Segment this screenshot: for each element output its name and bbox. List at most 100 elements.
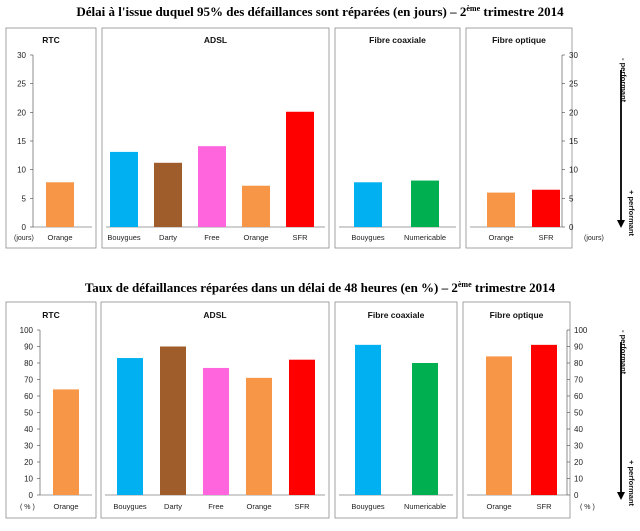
category-label-numericable: Numericable (404, 502, 446, 511)
category-label-orange: Orange (488, 233, 513, 242)
y-tick-label-left: 0 (29, 491, 34, 500)
y-tick-label-right: 30 (569, 51, 578, 60)
panel-title-adsl: ADSL (203, 310, 226, 320)
category-label-orange: Orange (243, 233, 268, 242)
unit-label-left: (jours) (14, 235, 34, 242)
y-tick-label-left: 40 (24, 425, 33, 434)
chart-title-tail: trimestre 2014 (480, 4, 564, 19)
y-tick-label-right: 70 (574, 376, 583, 385)
unit-label-right: (jours) (584, 235, 604, 242)
performance-label-less: - performant (619, 58, 628, 103)
bar-fibre-coaxiale-bouygues (354, 182, 382, 227)
bar-adsl-sfr (289, 359, 315, 495)
chart-title: Délai à l'issue duquel 95% des défaillan… (76, 4, 564, 19)
panel-title-fibre-optique: Fibre optique (492, 35, 546, 45)
y-tick-label-right: 0 (574, 491, 579, 500)
category-label-darty: Darty (164, 502, 182, 511)
y-tick-label-right: 80 (574, 359, 583, 368)
y-tick-label-left: 50 (24, 409, 33, 418)
category-label-free: Free (208, 502, 223, 511)
category-label-orange: Orange (47, 233, 72, 242)
category-label-bouygues: Bouygues (351, 502, 385, 511)
bar-fibre-coaxiale-bouygues (355, 344, 381, 495)
y-tick-label-left: 90 (24, 343, 33, 352)
y-tick-label-left: 10 (24, 475, 33, 484)
panel-title-rtc: RTC (42, 35, 59, 45)
panel-title-fibre-coaxiale: Fibre coaxiale (369, 35, 426, 45)
category-label-orange: Orange (246, 502, 271, 511)
bar-fibre-optique-orange (487, 192, 515, 227)
bar-rtc-orange (46, 182, 74, 227)
category-label-bouygues: Bouygues (113, 502, 147, 511)
y-tick-label-left: 15 (17, 137, 26, 146)
performance-arrow-head-icon (617, 492, 625, 500)
y-tick-label-right: 30 (574, 442, 583, 451)
category-label-numericable: Numericable (404, 233, 446, 242)
y-tick-label-left: 25 (17, 80, 26, 89)
y-tick-label-right: 25 (569, 80, 578, 89)
y-tick-label-right: 20 (569, 108, 578, 117)
chart-title-tail: trimestre 2014 (472, 280, 556, 295)
chart-title: Taux de défaillances réparées dans un dé… (85, 280, 556, 295)
category-label-sfr: SFR (293, 233, 309, 242)
bar-fibre-coaxiale-numericable (411, 180, 439, 227)
category-label-bouygues: Bouygues (351, 233, 385, 242)
y-tick-label-right: 10 (569, 166, 578, 175)
bar-adsl-sfr (286, 111, 314, 227)
chart-repair-rate-48h: Taux de défaillances réparées dans un dé… (5, 280, 636, 519)
y-tick-label-left: 30 (17, 51, 26, 60)
y-tick-label-left: 0 (22, 223, 27, 232)
y-tick-label-right: 10 (574, 475, 583, 484)
panel-title-fibre-coaxiale: Fibre coaxiale (368, 310, 425, 320)
y-tick-label-left: 20 (17, 108, 26, 117)
category-label-orange: Orange (53, 502, 78, 511)
bar-fibre-optique-sfr (532, 189, 560, 227)
bar-adsl-free (198, 146, 226, 227)
performance-arrow-head-icon (617, 220, 625, 228)
y-tick-label-left: 60 (24, 392, 33, 401)
y-tick-label-left: 20 (24, 458, 33, 467)
bar-fibre-optique-sfr (531, 344, 557, 495)
y-tick-label-right: 100 (574, 326, 588, 335)
y-tick-label-left: 70 (24, 376, 33, 385)
chart-repair-delay: Délai à l'issue duquel 95% des défaillan… (5, 4, 636, 249)
chart-title-superscript: ème (458, 280, 472, 289)
bar-adsl-orange (246, 377, 272, 495)
unit-label-left: ( % ) (20, 504, 35, 511)
bar-rtc-orange (53, 389, 79, 495)
y-tick-label-right: 5 (569, 194, 574, 203)
bar-adsl-orange (242, 185, 270, 227)
category-label-sfr: SFR (537, 502, 553, 511)
y-tick-label-right: 15 (569, 137, 578, 146)
bar-adsl-bouygues (117, 358, 143, 495)
panel-title-rtc: RTC (42, 310, 59, 320)
y-tick-label-right: 0 (569, 223, 574, 232)
chart-title-main: Délai à l'issue duquel 95% des défaillan… (76, 4, 466, 19)
panel-frame-fibre-coaxiale (334, 27, 461, 249)
y-tick-label-left: 100 (20, 326, 34, 335)
panel-title-adsl: ADSL (204, 35, 227, 45)
bar-adsl-free (203, 367, 229, 495)
y-tick-label-left: 30 (24, 442, 33, 451)
chart-title-main: Taux de défaillances réparées dans un dé… (85, 280, 458, 295)
y-tick-label-right: 90 (574, 343, 583, 352)
category-label-orange: Orange (486, 502, 511, 511)
performance-label-more: + performant (627, 460, 636, 507)
category-label-free: Free (204, 233, 219, 242)
panel-title-fibre-optique: Fibre optique (490, 310, 544, 320)
y-tick-label-left: 5 (22, 194, 27, 203)
category-label-darty: Darty (159, 233, 177, 242)
y-tick-label-left: 80 (24, 359, 33, 368)
chart-title-superscript: ème (466, 4, 480, 13)
category-label-sfr: SFR (295, 502, 311, 511)
y-tick-label-right: 60 (574, 392, 583, 401)
panel-frame-fibre-coaxiale (334, 301, 458, 519)
unit-label-right: ( % ) (580, 504, 595, 511)
y-tick-label-right: 20 (574, 458, 583, 467)
bar-adsl-darty (154, 162, 182, 227)
bar-fibre-optique-orange (486, 356, 512, 495)
bar-adsl-bouygues (110, 151, 138, 227)
y-tick-label-left: 10 (17, 166, 26, 175)
y-tick-label-right: 50 (574, 409, 583, 418)
bar-adsl-darty (160, 346, 186, 495)
